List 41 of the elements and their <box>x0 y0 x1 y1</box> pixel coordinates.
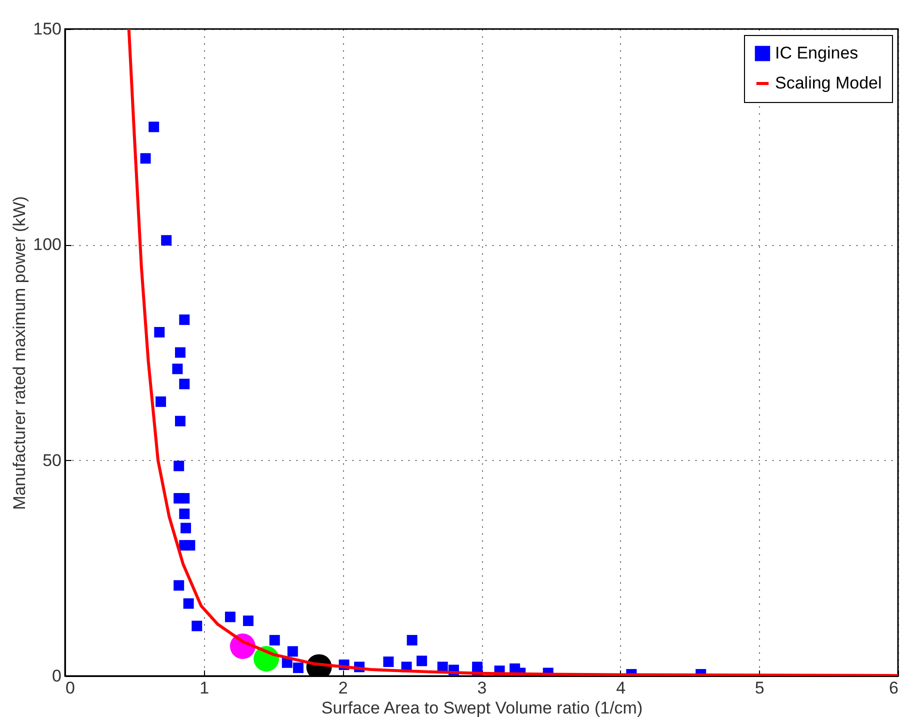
point <box>172 364 183 374</box>
point <box>292 662 304 674</box>
point <box>224 612 236 622</box>
x-tick-label: 4 <box>616 678 626 698</box>
y-tick-label: 150 <box>33 20 62 38</box>
x-tick-label: 2 <box>338 678 348 698</box>
point <box>148 122 160 132</box>
point <box>192 620 202 632</box>
point <box>179 508 190 520</box>
point <box>243 616 254 626</box>
point <box>287 646 298 657</box>
x-axis-title: Surface Area to Swept Volume ratio (1/cm) <box>321 698 643 718</box>
x-tick-label: 5 <box>754 678 764 698</box>
x-tick-label: 6 <box>889 678 898 698</box>
point <box>174 580 184 591</box>
legend-label: Scaling Model <box>775 74 882 92</box>
x-tick-label: 0 <box>66 678 75 698</box>
y-axis-title: Manufacturer rated maximum power (kW) <box>10 196 30 510</box>
point <box>174 460 184 472</box>
point <box>161 235 172 246</box>
point <box>140 153 151 164</box>
point <box>156 396 166 407</box>
point <box>180 522 192 534</box>
point <box>383 656 394 668</box>
point <box>154 326 165 338</box>
point <box>269 634 280 646</box>
y-tick-label: 100 <box>33 235 62 254</box>
point <box>416 656 428 666</box>
legend-label: IC Engines <box>775 44 858 62</box>
point <box>179 540 190 551</box>
point <box>174 416 186 426</box>
x-tick-label: 3 <box>477 678 487 698</box>
y-tick-label: 0 <box>52 666 62 686</box>
point <box>406 634 418 646</box>
point <box>179 493 190 504</box>
point <box>179 378 190 390</box>
point <box>174 347 186 358</box>
y-tick-label: 50 <box>42 450 62 470</box>
point <box>183 598 194 609</box>
x-tick-label: 1 <box>200 678 210 698</box>
point <box>179 314 190 325</box>
